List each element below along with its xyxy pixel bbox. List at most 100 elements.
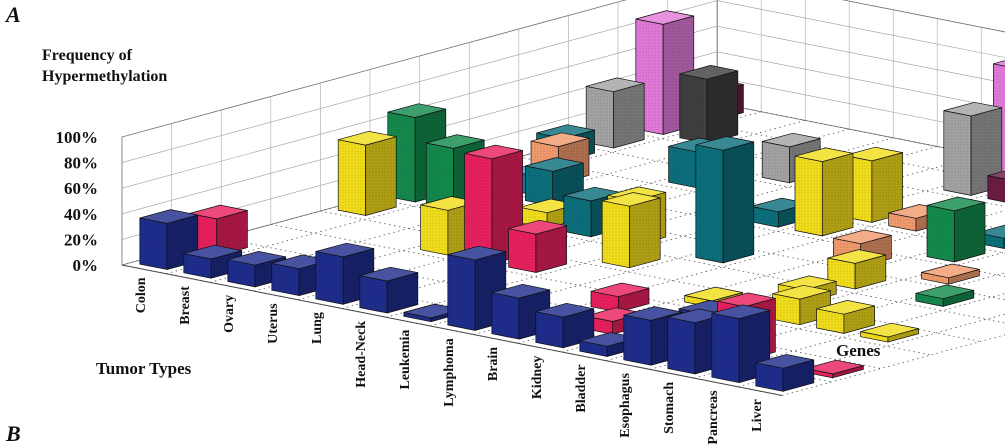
bar-top-face [987, 170, 1005, 180]
bar-texture [871, 152, 903, 223]
x-axis-title: Tumor Types [96, 359, 192, 378]
bar [695, 136, 755, 264]
bar-texture [711, 313, 740, 383]
bar-top-face [921, 263, 980, 279]
bar [943, 101, 1003, 196]
bar-top-face [359, 266, 418, 282]
y-tick-labels: 0% 20% 40% 60% 80% 100% [56, 128, 99, 275]
bar [508, 219, 567, 273]
bar-texture [943, 110, 972, 196]
bar [337, 130, 397, 216]
right-wall [716, 0, 1005, 161]
tumor-tick-label: Bladder [574, 364, 589, 412]
tumor-tick-label: Ovary [222, 295, 237, 333]
bar-texture [315, 251, 344, 305]
tumor-tick-labels: Colon Breast Ovary Uterus Lung Head-Neck Leuke… [134, 277, 765, 444]
bar-texture [707, 70, 738, 144]
bar [711, 304, 771, 384]
bar-top-face [508, 219, 567, 235]
tumor-tick-label: Lymphoma [442, 338, 457, 406]
bar-texture [359, 275, 388, 313]
bar-texture [618, 288, 649, 313]
bar-texture [629, 197, 661, 268]
bar-top-face [976, 224, 1005, 239]
floor-front-edge [121, 264, 783, 396]
bar-top-face [816, 300, 875, 315]
bar-texture [755, 362, 784, 392]
bar-texture [888, 212, 916, 232]
bar-texture [591, 291, 619, 313]
bar [827, 249, 887, 290]
tumor-tick-label: Esophagus [618, 373, 633, 438]
bar-top-face [827, 249, 886, 264]
bar-top-face [915, 284, 974, 300]
bar [315, 242, 375, 305]
bar-texture [613, 83, 645, 148]
bar-top-face [635, 10, 694, 25]
bar-top-face [227, 251, 286, 266]
bar-texture [843, 305, 875, 334]
bar-top-face [943, 101, 1002, 117]
bar-top-face [755, 354, 814, 369]
bar-texture [667, 317, 696, 374]
bar-top-face [993, 60, 1005, 67]
tumor-tick-label: Pancreas [706, 390, 721, 445]
y-axis-title-line-2: Hypermethylation [42, 68, 167, 85]
bar [987, 170, 1005, 203]
bar-texture [987, 175, 1005, 203]
bar-texture [816, 308, 844, 334]
bar-texture [921, 272, 949, 285]
bar-texture [783, 359, 814, 392]
bar-texture [623, 315, 652, 366]
bar-top-face [426, 134, 485, 149]
bar [464, 144, 523, 265]
bar-top-face [387, 103, 446, 118]
bar-texture [403, 312, 432, 322]
y-tick-label: 100% [56, 128, 99, 147]
bar-top-face [464, 144, 523, 160]
bar [679, 65, 739, 144]
y-tick-label: 60% [64, 179, 98, 198]
bar-texture [832, 365, 864, 378]
bar-texture [535, 225, 567, 273]
bar-texture [855, 255, 886, 289]
bar-texture [387, 272, 418, 313]
bar-top-face [525, 157, 584, 172]
bar-top-face [762, 132, 821, 148]
bar-texture [365, 136, 397, 216]
tumor-tick-label: Colon [134, 277, 149, 313]
bar-texture [447, 254, 476, 331]
tumor-tick-label: Uterus [266, 303, 281, 344]
bar-texture [525, 165, 553, 206]
bar-top-face [315, 242, 374, 258]
z-axis-title: Genes [836, 341, 881, 360]
bar-texture [420, 204, 448, 256]
bar-texture [139, 218, 168, 270]
tumor-tick-label: Head-Neck [354, 321, 369, 388]
bar-top-face [695, 136, 754, 151]
bar-texture [563, 195, 592, 237]
bar-texture [227, 259, 256, 287]
y-tick-label: 80% [64, 154, 98, 173]
y-axis-title: Frequency of Hypermethylation [42, 47, 167, 85]
tumor-tick-label: Stomach [662, 382, 677, 434]
bar [579, 332, 639, 357]
tumor-tick-label: Kidney [530, 356, 545, 400]
bar [359, 266, 419, 314]
bar-top-face [717, 292, 776, 307]
bar-texture [723, 141, 754, 263]
floor-gridline [369, 197, 1005, 324]
bar-texture [338, 139, 366, 216]
bar-texture [954, 202, 985, 262]
bar-top-face [805, 359, 864, 375]
bar-top-face [189, 204, 248, 220]
tumor-tick-label: Breast [178, 286, 193, 325]
y-axis-title-line-1: Frequency of [42, 47, 133, 64]
floor-gridline [617, 129, 1005, 207]
bar-top-face [586, 77, 645, 93]
bar-texture [491, 292, 520, 340]
bar-texture [927, 205, 955, 262]
bar-top-face [183, 244, 242, 260]
bar-texture [464, 153, 492, 264]
